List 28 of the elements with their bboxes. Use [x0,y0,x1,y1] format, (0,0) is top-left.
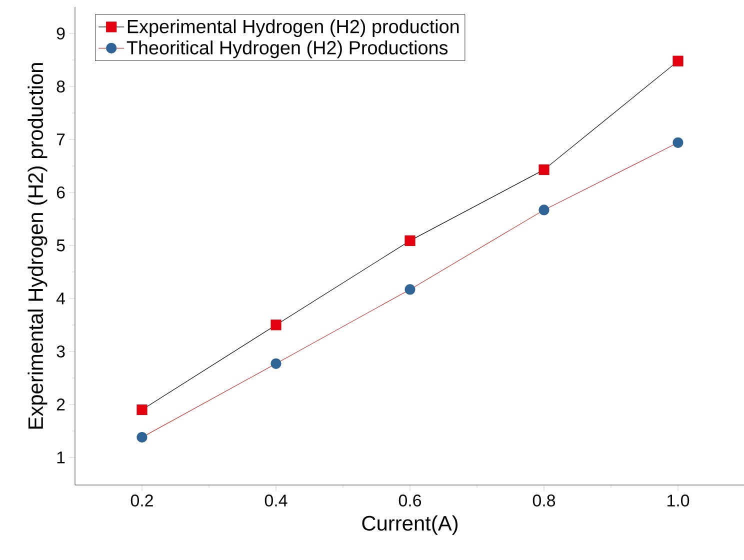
point [404,284,416,295]
y-tick-label: 3 [56,345,65,358]
legend-label: Experimental Hydrogen (H2) production [128,19,459,37]
x-tick-label: 0.6 [398,494,422,507]
y-tick-label: 1 [57,452,65,464]
y-tick-label: 9 [56,27,65,40]
y-tick-label: 7 [56,134,65,146]
x-tick-label: 0.2 [130,494,153,507]
y-tick-label: 2 [56,398,65,410]
point [538,164,550,175]
y-tick-label: 4 [56,292,65,304]
point [136,404,148,416]
y-tick-label: 8 [56,80,65,92]
point [270,358,282,369]
y-tick-label: 5 [56,240,65,252]
point [538,204,550,216]
x-axis-title: Current(A) [362,515,458,535]
point [672,56,684,66]
y-axis-title: Experimental Hydrogen (H2) production [28,63,48,429]
x-tick-label: 0.8 [532,494,556,507]
x-tick-label: 1.0 [668,494,690,507]
point [404,235,416,246]
point [136,432,148,443]
point [270,320,282,330]
point [672,137,684,148]
x-tick-label: 0.4 [264,494,288,507]
legend-label: Theoritical Hydrogen (H2) Productions [126,40,448,58]
y-tick-label: 6 [56,186,65,198]
